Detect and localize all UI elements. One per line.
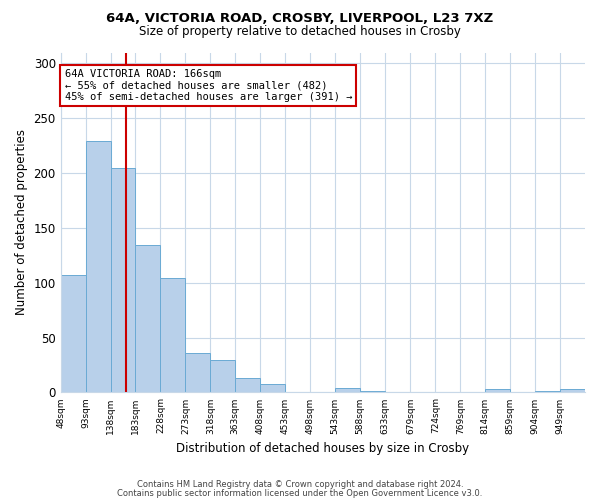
Bar	[110, 168, 136, 392]
X-axis label: Distribution of detached houses by size in Crosby: Distribution of detached houses by size …	[176, 442, 469, 455]
Bar	[485, 389, 510, 392]
Text: Size of property relative to detached houses in Crosby: Size of property relative to detached ho…	[139, 25, 461, 38]
Bar	[61, 275, 86, 392]
Bar	[86, 142, 110, 392]
Bar	[211, 360, 235, 392]
Bar	[260, 384, 285, 392]
Bar	[136, 246, 160, 392]
Text: Contains public sector information licensed under the Open Government Licence v3: Contains public sector information licen…	[118, 488, 482, 498]
Bar	[335, 388, 360, 392]
Text: 64A, VICTORIA ROAD, CROSBY, LIVERPOOL, L23 7XZ: 64A, VICTORIA ROAD, CROSBY, LIVERPOOL, L…	[106, 12, 494, 26]
Bar	[185, 353, 211, 393]
Text: Contains HM Land Registry data © Crown copyright and database right 2024.: Contains HM Land Registry data © Crown c…	[137, 480, 463, 489]
Bar	[560, 389, 585, 392]
Text: 64A VICTORIA ROAD: 166sqm
← 55% of detached houses are smaller (482)
45% of semi: 64A VICTORIA ROAD: 166sqm ← 55% of detac…	[65, 69, 352, 102]
Bar	[235, 378, 260, 392]
Bar	[160, 278, 185, 392]
Y-axis label: Number of detached properties: Number of detached properties	[15, 130, 28, 316]
